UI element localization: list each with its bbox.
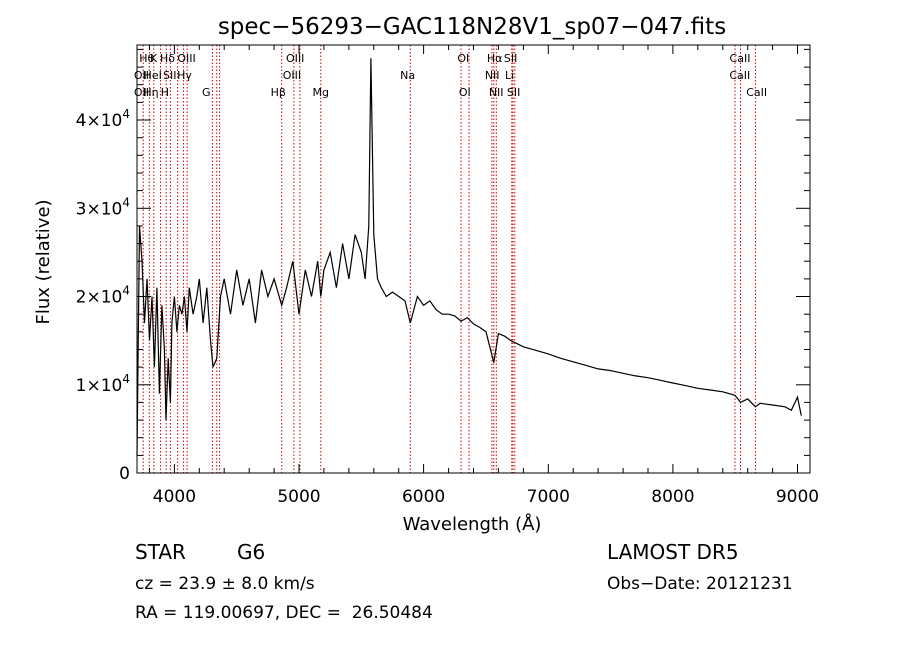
line-label-25: NII <box>489 86 504 99</box>
observation-date: Obs−Date: 20121231 <box>607 574 793 594</box>
line-label-27: CaII <box>746 86 767 99</box>
line-label-21: G <box>202 86 211 99</box>
line-label-20: H <box>161 86 169 99</box>
y-tick-label-2: 2×104 <box>76 284 130 308</box>
survey-name: LAMOST DR5 <box>607 540 739 564</box>
line-label-2: Hδ <box>160 52 175 65</box>
y-axis: 0 1×104 2×104 3×104 4×104 <box>76 48 810 484</box>
line-label-14: Na <box>400 69 415 82</box>
line-label-23: Mg <box>313 86 329 99</box>
line-label-3: OIII <box>177 52 195 65</box>
line-label-26: SII <box>507 86 520 99</box>
line-label-10: HeI <box>144 69 162 82</box>
redshift-readout: cz = 23.9 ± 8.0 km/s <box>135 574 315 594</box>
x-tick-label-0: 4000 <box>153 487 196 507</box>
line-label-16: Li <box>505 69 514 82</box>
line-label-13: OIII <box>283 69 301 82</box>
line-label-9: OII <box>134 69 149 82</box>
line-label-19: Hη <box>143 86 158 99</box>
x-axis-label: Wavelength (Å) <box>403 513 542 535</box>
line-label-0: Hθ <box>139 52 154 65</box>
line-label-11: SII <box>163 69 176 82</box>
chart-title: spec−56293−GAC118N28V1_sp07−047.fits <box>218 14 726 40</box>
y-axis-label: Flux (relative) <box>33 199 54 324</box>
x-tick-label-3: 7000 <box>527 487 570 507</box>
line-label-8: CaII <box>730 52 751 65</box>
line-label-1: K <box>150 52 158 65</box>
y-tick-label-0: 0 <box>119 464 130 484</box>
plot-frame <box>136 44 811 474</box>
line-label-18: OII <box>134 86 149 99</box>
x-tick-label-1: 5000 <box>277 487 320 507</box>
y-tick-label-1: 1×104 <box>76 372 130 396</box>
line-label-7: SII <box>504 52 517 65</box>
x-tick-label-5: 9000 <box>776 487 819 507</box>
line-label-4: OIII <box>286 52 304 65</box>
line-label-5: OI <box>457 52 469 65</box>
x-tick-label-4: 8000 <box>651 487 694 507</box>
line-label-22: Hβ <box>271 86 286 99</box>
spectral-subclass: G6 <box>237 540 266 564</box>
coordinates-readout: RA = 119.00697, DEC = 26.50484 <box>135 603 433 623</box>
object-class: STAR <box>135 540 186 564</box>
line-label-17: CaII <box>729 69 750 82</box>
y-tick-label-4: 4×104 <box>76 107 130 131</box>
x-axis: 4000 5000 6000 7000 8000 9000 <box>149 45 819 507</box>
x-tick-label-2: 6000 <box>402 487 445 507</box>
line-label-24: OI <box>459 86 471 99</box>
spectrum-series <box>136 58 802 456</box>
y-tick-label-3: 3×104 <box>76 195 130 219</box>
line-label-15: NII <box>485 69 500 82</box>
line-label-6: Hα <box>487 52 503 65</box>
line-label-12: Hγ <box>177 69 192 82</box>
emission-line-markers <box>142 45 756 473</box>
